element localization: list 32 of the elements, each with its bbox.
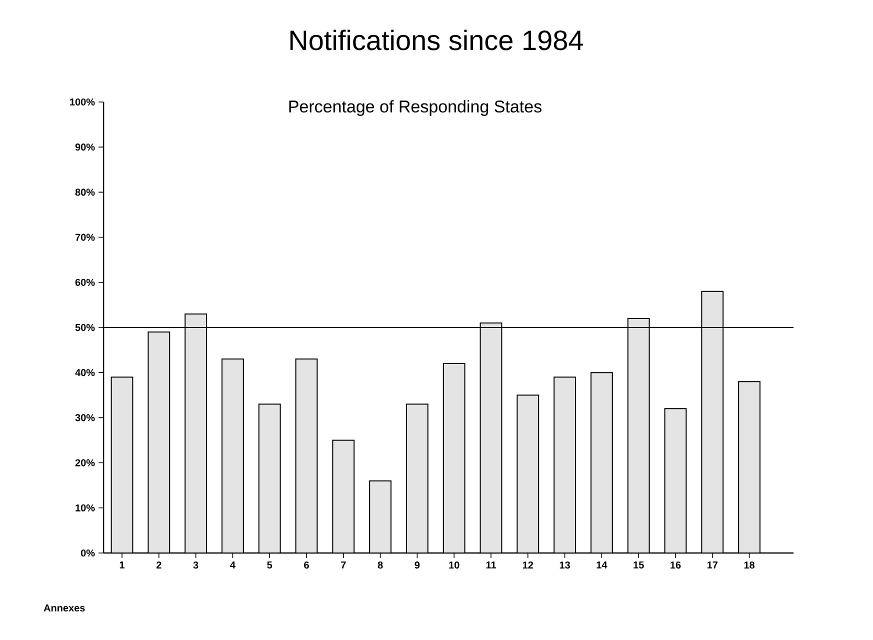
x-tick-label: 2 (156, 562, 162, 568)
x-tick-label: 16 (670, 562, 681, 569)
x-tick-label: 5 (267, 562, 272, 568)
y-tick-label: 70% (75, 234, 95, 241)
x-tick-label: 8 (378, 562, 383, 569)
x-tick-label: 4 (230, 562, 236, 568)
y-tick-label: 80% (75, 188, 95, 196)
x-tick-label: 11 (486, 562, 496, 568)
chart-subtitle: Percentage of Responding States (289, 100, 542, 116)
x-tick-label: 18 (744, 562, 755, 569)
chart-title: Notifications since 1984 (290, 30, 583, 50)
y-tick-label: 50% (75, 324, 95, 332)
x-tick-label: 14 (596, 562, 608, 568)
x-tick-label: 12 (522, 562, 534, 568)
x-tick-label: 7 (341, 562, 346, 568)
x-tick-label: 9 (414, 562, 420, 569)
y-tick-label: 30% (75, 414, 95, 422)
y-tick-label: 100% (70, 98, 95, 106)
y-tick-label: 10% (76, 504, 95, 512)
x-tick-label: 3 (193, 562, 198, 569)
y-tick-label: 0% (80, 549, 95, 557)
x-tick-label: 15 (634, 562, 644, 568)
y-tick-label: 40% (75, 369, 95, 376)
x-tick-label: 17 (707, 562, 718, 568)
x-tick-label: 10 (449, 562, 460, 569)
y-tick-label: 20% (75, 459, 95, 466)
x-axis-title: Annexes (44, 604, 85, 612)
x-tick-label: 6 (304, 562, 309, 569)
y-tick-label: 60% (75, 278, 95, 286)
x-tick-label: 1 (120, 562, 125, 568)
y-tick-label: 90% (75, 144, 95, 151)
x-tick-label: 13 (560, 562, 570, 569)
